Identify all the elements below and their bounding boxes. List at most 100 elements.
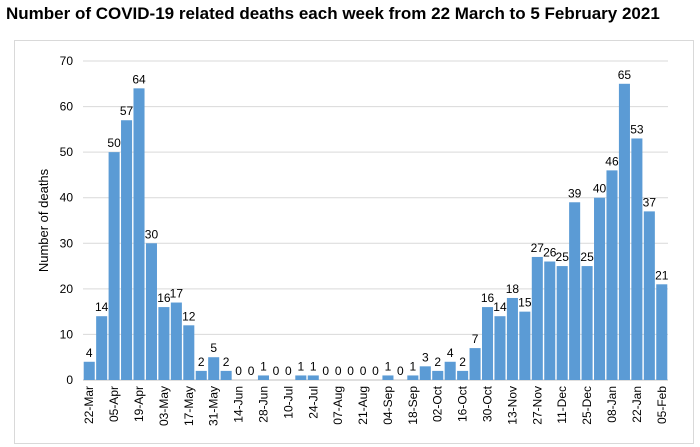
data-label: 53 bbox=[630, 122, 644, 136]
y-tick-label: 60 bbox=[60, 100, 74, 114]
y-tick-label: 30 bbox=[60, 236, 74, 250]
x-tick-label: 05-Feb bbox=[655, 386, 669, 424]
x-tick-label: 03-May bbox=[157, 386, 171, 426]
data-label: 2 bbox=[223, 355, 230, 369]
bar bbox=[519, 311, 531, 380]
y-tick-label: 20 bbox=[60, 282, 74, 296]
bar bbox=[382, 375, 394, 380]
data-label: 39 bbox=[568, 186, 582, 200]
data-label: 25 bbox=[580, 250, 594, 264]
data-label: 0 bbox=[347, 364, 354, 378]
bar bbox=[656, 284, 668, 380]
data-label: 0 bbox=[335, 364, 342, 378]
x-tick-label: 08-Jan bbox=[605, 386, 619, 423]
bar bbox=[506, 297, 518, 380]
bar bbox=[457, 370, 469, 380]
data-label: 2 bbox=[198, 355, 205, 369]
data-label: 64 bbox=[132, 72, 146, 86]
x-tick-label: 04-Sep bbox=[381, 386, 395, 425]
bar bbox=[121, 120, 133, 380]
data-label: 37 bbox=[643, 195, 657, 209]
x-tick-label: 18-Sep bbox=[406, 386, 420, 425]
bar bbox=[469, 348, 481, 380]
bar bbox=[257, 375, 270, 380]
x-tick-label: 16-Oct bbox=[456, 385, 470, 422]
data-label: 18 bbox=[506, 282, 520, 296]
x-tick-label: 10-Jul bbox=[281, 386, 295, 419]
bar bbox=[195, 370, 207, 380]
data-label: 0 bbox=[235, 364, 242, 378]
bar bbox=[133, 88, 145, 380]
data-label: 26 bbox=[543, 246, 557, 260]
bar bbox=[432, 370, 444, 380]
data-label: 3 bbox=[422, 350, 429, 364]
bar bbox=[544, 261, 556, 380]
data-label: 1 bbox=[310, 359, 317, 373]
x-tick-label: 21-Aug bbox=[356, 386, 370, 425]
bar bbox=[108, 152, 120, 380]
x-tick-label: 17-May bbox=[182, 386, 196, 426]
chart-frame bbox=[14, 40, 694, 444]
x-tick-label: 11-Dec bbox=[555, 386, 569, 424]
data-label: 65 bbox=[618, 68, 632, 82]
x-tick-label: 07-Aug bbox=[331, 386, 345, 425]
x-tick-label: 22-Jan bbox=[630, 386, 644, 423]
bar bbox=[419, 366, 431, 380]
bar bbox=[220, 370, 232, 380]
bar bbox=[643, 211, 655, 380]
bar bbox=[183, 325, 195, 380]
data-label: 0 bbox=[360, 364, 367, 378]
bar bbox=[556, 266, 568, 380]
data-label: 1 bbox=[260, 359, 267, 373]
y-tick-label: 70 bbox=[60, 54, 74, 68]
bar bbox=[606, 170, 618, 380]
data-label: 0 bbox=[372, 364, 379, 378]
data-label: 16 bbox=[157, 291, 171, 305]
bar bbox=[158, 307, 170, 380]
y-tick-label: 10 bbox=[60, 327, 74, 341]
data-label: 46 bbox=[605, 154, 619, 168]
data-label: 16 bbox=[481, 291, 495, 305]
bar bbox=[307, 375, 319, 380]
bar bbox=[145, 243, 157, 380]
data-label: 57 bbox=[120, 104, 134, 118]
chart-title: Number of COVID-19 related deaths each w… bbox=[6, 4, 660, 23]
data-label: 0 bbox=[248, 364, 255, 378]
data-label: 14 bbox=[493, 300, 507, 314]
data-label: 30 bbox=[145, 227, 159, 241]
y-tick-label: 0 bbox=[66, 373, 73, 387]
bar bbox=[96, 316, 108, 380]
x-tick-label: 19-Apr bbox=[132, 386, 146, 422]
data-label: 27 bbox=[531, 241, 545, 255]
bar bbox=[618, 83, 630, 381]
data-label: 12 bbox=[182, 309, 196, 323]
bar bbox=[594, 197, 606, 380]
data-label: 40 bbox=[593, 182, 607, 196]
x-tick-label: 30-Oct bbox=[481, 385, 495, 422]
x-tick-label: 24-Jul bbox=[306, 386, 320, 419]
bar bbox=[208, 357, 220, 380]
x-tick-label: 22-Mar bbox=[82, 386, 96, 424]
data-label: 50 bbox=[107, 136, 121, 150]
x-tick-label: 14-Jun bbox=[232, 386, 246, 423]
x-tick-label: 25-Dec bbox=[580, 386, 594, 425]
data-label: 0 bbox=[322, 364, 329, 378]
x-tick-label: 28-Jun bbox=[256, 386, 270, 423]
bar bbox=[531, 256, 543, 380]
data-label: 0 bbox=[285, 364, 292, 378]
data-label: 0 bbox=[397, 364, 404, 378]
y-tick-label: 40 bbox=[60, 191, 74, 205]
data-label: 0 bbox=[273, 364, 280, 378]
data-label: 4 bbox=[447, 346, 454, 360]
data-label: 1 bbox=[297, 359, 304, 373]
data-label: 17 bbox=[170, 287, 184, 301]
data-label: 14 bbox=[95, 300, 109, 314]
x-tick-label: 02-Oct bbox=[431, 385, 445, 422]
bar bbox=[295, 375, 307, 380]
data-label: 7 bbox=[472, 332, 479, 346]
data-label: 2 bbox=[459, 355, 466, 369]
data-label: 21 bbox=[655, 268, 669, 282]
x-tick-label: 05-Apr bbox=[107, 386, 121, 422]
bar bbox=[170, 302, 182, 380]
